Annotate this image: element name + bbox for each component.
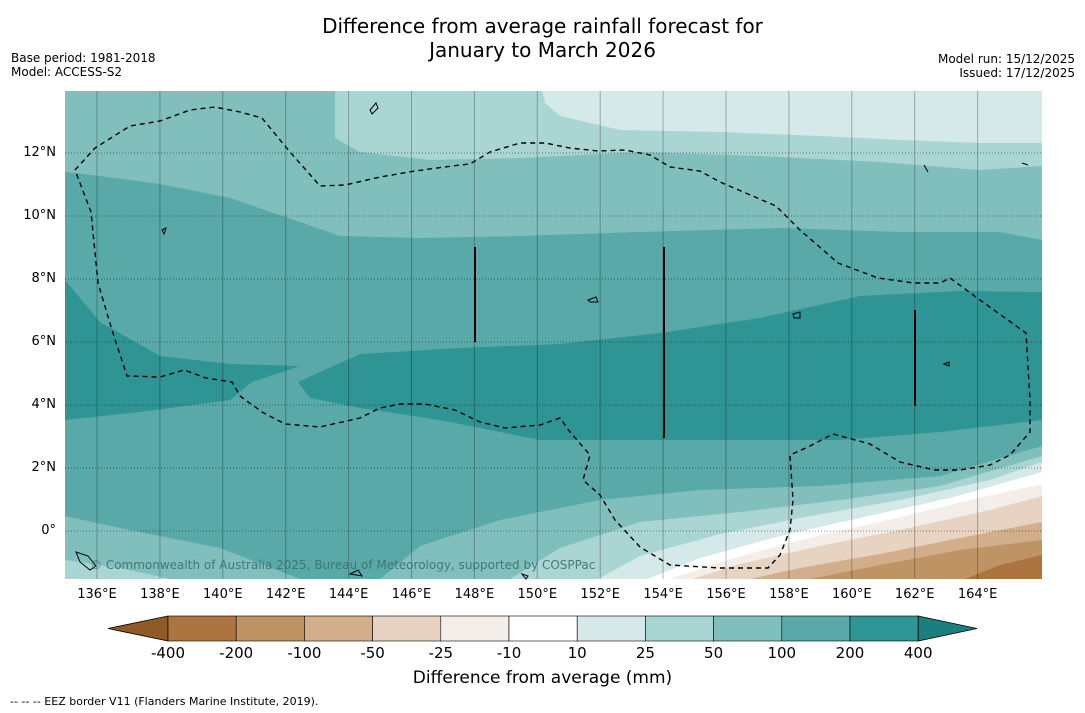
colorbar-arrow-low: [107, 615, 169, 642]
band-25-north: [542, 91, 1042, 143]
longitude-label: 152°E: [580, 587, 620, 602]
colorbar-title: Difference from average (mm): [412, 668, 673, 688]
colorbar-tick-label: 10: [567, 644, 587, 662]
longitude-label: 142°E: [265, 587, 306, 602]
longitude-label: 160°E: [832, 587, 872, 602]
colorbar-tick-label: 200: [835, 644, 865, 662]
colorbar-arrow-high: [917, 615, 978, 642]
island-9: [1021, 162, 1029, 166]
colorbar-segment: [508, 615, 578, 642]
band-50-southwest: [65, 560, 170, 579]
issued-date: Issued: 17/12/2025: [959, 66, 1075, 80]
colorbar-tick-label: -50: [360, 644, 385, 662]
colorbar-segment: [235, 615, 305, 642]
map-fill-layer: [65, 91, 1042, 579]
island-7: [348, 569, 364, 577]
island-8: [520, 572, 529, 580]
latitude-label: 2°N: [31, 460, 57, 475]
island-1: [369, 102, 379, 115]
colorbar-segment: [372, 615, 442, 642]
longitude-label: 154°E: [643, 587, 683, 602]
band-minus100: [810, 540, 1042, 579]
longitude-label: 156°E: [706, 587, 746, 602]
copyright-text: © Commonwealth of Australia 2025, Bureau…: [90, 558, 596, 572]
colorbar-tick-label: 100: [767, 644, 797, 662]
colorbar-tick-label: 50: [704, 644, 724, 662]
island-6: [75, 551, 97, 571]
longitude-label: 148°E: [454, 587, 495, 602]
map-title: Difference from average rainfall forecas…: [0, 14, 1085, 62]
colorbar-tick-label: 25: [635, 644, 655, 662]
colorbar: [107, 615, 978, 642]
longitude-label: 146°E: [391, 587, 432, 602]
colorbar-tick-label: -400: [150, 644, 186, 662]
band-200-core: [65, 280, 1042, 440]
colorbar-segment: [849, 615, 919, 642]
islands: [75, 102, 1029, 580]
longitude-label: 164°E: [957, 587, 998, 602]
eez-segments: [474, 247, 916, 438]
band-minus200: [965, 555, 1042, 579]
colorbar-tick-label: 400: [903, 644, 933, 662]
colorbar-tick-label: -100: [287, 644, 322, 662]
colorbar-tick-label: -200: [219, 644, 254, 662]
eez-note: -- -- -- EEZ border V11 (Flanders Marine…: [10, 695, 319, 708]
base-period: Base period: 1981-2018: [11, 51, 156, 65]
island-3: [587, 296, 599, 303]
colorbar-segment: [167, 615, 237, 642]
latitude-label: 12°N: [23, 145, 56, 160]
latitude-label: 8°N: [31, 271, 57, 286]
longitude-label: 138°E: [140, 587, 180, 602]
title-line-1: Difference from average rainfall forecas…: [322, 14, 763, 38]
longitude-label: 136°E: [77, 587, 117, 602]
colorbar-segment: [781, 615, 851, 642]
model-name: Model: ACCESS-S2: [11, 65, 123, 79]
meta-left: Base period: 1981-2018 Model: ACCESS-S2: [11, 51, 156, 79]
longitude-label: 158°E: [769, 587, 809, 602]
island-5: [942, 361, 950, 367]
model-run: Model run: 15/12/2025: [937, 52, 1075, 66]
latitude-label: 0°: [41, 523, 56, 538]
colorbar-segment: [440, 615, 510, 642]
longitude-label: 150°E: [517, 587, 558, 602]
colorbar-segment: [576, 615, 646, 642]
band-100-southwest: [65, 516, 300, 579]
longitude-label: 162°E: [894, 587, 935, 602]
colorbar-segment: [304, 615, 373, 642]
island-4: [792, 311, 801, 319]
latitude-label: 6°N: [31, 334, 57, 349]
title-line-2: January to March 2026: [429, 38, 656, 62]
island-2: [161, 227, 167, 236]
colorbar-segment: [713, 615, 783, 642]
colorbar-tick-label: -25: [428, 644, 454, 662]
longitude-label: 144°E: [328, 587, 369, 602]
longitude-label: 140°E: [203, 587, 243, 602]
island-10: [923, 164, 929, 173]
colorbar-segment: [645, 615, 714, 642]
latitude-label: 10°N: [23, 208, 56, 223]
colorbar-tick-label: -10: [496, 644, 522, 662]
eez-border-west: [74, 106, 1031, 569]
latitude-label: 4°N: [31, 397, 57, 412]
meta-right: Model run: 15/12/2025 Issued: 17/12/2025: [938, 52, 1075, 80]
